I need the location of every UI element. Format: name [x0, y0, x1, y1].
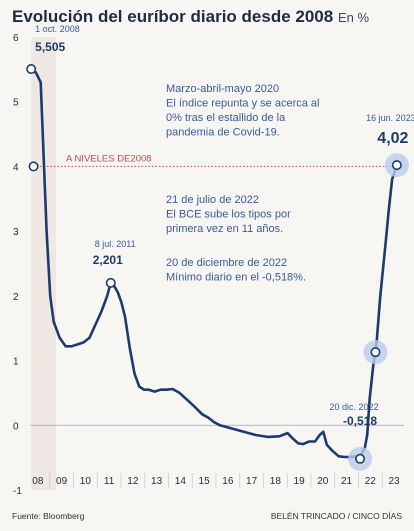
credit-note: BELÉN TRINCADO / CINCO DÍAS — [270, 511, 402, 521]
y-tick-label: 6 — [13, 33, 19, 44]
marker-value-label: 4,02 — [377, 130, 408, 147]
annotation-line: 0% tras el estallido de la — [166, 112, 286, 124]
annotation-line: El índice repunta y se acerca al — [166, 98, 319, 110]
annotation-line: Mínimo diario en el -0,518%. — [166, 272, 306, 284]
x-tick-label: 11 — [104, 476, 115, 487]
annotation-line: pandemia de Covid-19. — [166, 127, 280, 139]
annotation-block: Marzo-abril-mayo 2020 El índice repunta y… — [166, 83, 319, 139]
x-tick-label: 22 — [365, 476, 377, 487]
y-tick-label: 4 — [13, 162, 19, 173]
marker-date-label: 1 oct. 2008 — [35, 24, 80, 34]
x-tick-label: 19 — [294, 476, 306, 487]
chart-title-text: Evolución del euríbor diario desde 2008 — [12, 7, 334, 26]
x-tick-label: 17 — [246, 476, 258, 487]
y-tick-label: 5 — [13, 98, 19, 109]
x-tick-label: 14 — [175, 476, 187, 487]
marker-date-label: 16 jun. 2023 — [366, 113, 414, 123]
data-marker — [105, 277, 116, 288]
data-marker — [26, 64, 37, 75]
chart-unit: En % — [337, 10, 370, 25]
marker-value-label: 5,505 — [35, 40, 65, 54]
marker-value-label: -0,518 — [343, 414, 377, 428]
x-tick-label: 09 — [56, 476, 68, 487]
marker-value-label: 2,201 — [93, 253, 123, 267]
data-marker — [370, 347, 381, 358]
y-tick-label: 0 — [13, 421, 19, 432]
y-tick-label: 1 — [13, 357, 19, 368]
y-tick-label: 2 — [13, 292, 19, 303]
annotation-block: 20 de diciembre de 2022 Mínimo diario en … — [166, 257, 306, 284]
shaded-period — [31, 37, 57, 490]
data-marker — [355, 453, 366, 464]
reference-line-label: A NIVELES DE2008 — [66, 153, 152, 164]
annotation-block: 21 de julio de 2022 El BCE sube los tipos… — [166, 194, 291, 235]
x-tick-label: 20 — [317, 476, 329, 487]
marker-date-label: 20 dic. 2022 — [330, 402, 379, 412]
source-note: Fuente: Bloomberg — [12, 511, 85, 521]
x-tick-label: 10 — [80, 476, 92, 487]
y-tick-label: 3 — [13, 227, 19, 238]
chart-title: Evolución del euríbor diario desde 2008 … — [12, 7, 369, 27]
data-marker — [391, 160, 402, 171]
x-tick-label: 12 — [127, 476, 139, 487]
annotation-line: primera vez en 11 años. — [166, 223, 283, 235]
x-tick-label: 18 — [270, 476, 282, 487]
annotation-line: 20 de diciembre de 2022 — [166, 257, 287, 269]
x-tick-label: 15 — [199, 476, 211, 487]
data-marker — [28, 161, 39, 172]
marker-date-label: 8 jul. 2011 — [95, 239, 136, 249]
y-tick-label: -1 — [13, 486, 22, 497]
x-tick-label: 23 — [389, 476, 401, 487]
x-tick-label: 13 — [151, 476, 163, 487]
x-tick-label: 08 — [32, 476, 44, 487]
annotation-line: 21 de julio de 2022 — [166, 194, 259, 206]
x-tick-label: 16 — [222, 476, 234, 487]
x-tick-label: 21 — [341, 476, 353, 487]
annotation-line: El BCE sube los tipos por — [166, 209, 291, 221]
annotation-line: Marzo-abril-mayo 2020 — [166, 83, 279, 95]
